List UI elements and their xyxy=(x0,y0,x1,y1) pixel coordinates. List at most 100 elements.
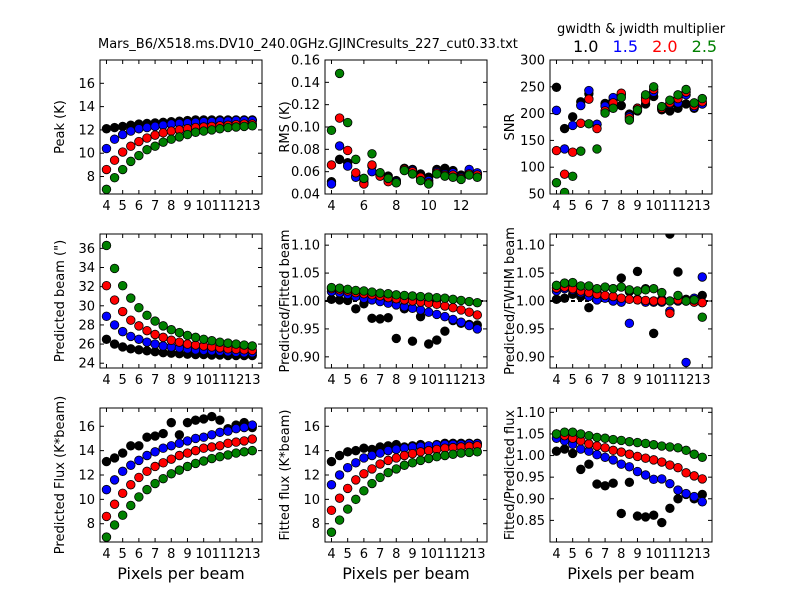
chart-panel-9: 4 5 6 7 8 9 10 11 12 13 0.85 0.90 0.95 1.00 1.05 1.10Fi… xyxy=(503,406,713,583)
data-point xyxy=(150,431,160,441)
data-point xyxy=(472,447,482,457)
data-point xyxy=(624,462,635,472)
data-point xyxy=(648,474,659,485)
data-point xyxy=(576,100,586,111)
data-point xyxy=(207,411,217,422)
data-point xyxy=(608,478,618,488)
data-point xyxy=(432,309,442,320)
figure-title: Mars_B6/X518.ms.DV10_240.0GHz.GJINCresul… xyxy=(98,37,518,52)
data-point xyxy=(673,267,683,277)
y-tick-label: 50 xyxy=(528,188,545,203)
x-tick-label: 13 xyxy=(694,373,711,388)
data-point xyxy=(640,438,651,449)
data-point xyxy=(101,532,112,542)
data-point xyxy=(432,169,442,179)
x-tick-label: 12 xyxy=(678,547,695,562)
y-tick-label: 16 xyxy=(303,420,320,435)
data-point xyxy=(697,474,707,484)
y-tick-label: 0.95 xyxy=(516,322,545,337)
x-tick-label: 7 xyxy=(376,547,384,562)
data-point xyxy=(101,143,112,154)
y-tick-label: 8 xyxy=(87,170,95,185)
x-tick-label: 5 xyxy=(119,373,127,388)
data-point xyxy=(239,121,249,132)
data-point xyxy=(567,120,578,131)
y-tick-label: 300 xyxy=(520,54,545,69)
data-point xyxy=(689,491,699,502)
data-point xyxy=(665,478,675,489)
data-point xyxy=(624,285,635,295)
x-tick-label: 7 xyxy=(151,373,159,388)
data-point xyxy=(415,447,426,457)
data-point xyxy=(640,285,651,295)
data-point xyxy=(117,448,128,458)
data-point xyxy=(551,105,562,116)
data-point xyxy=(391,290,401,300)
y-tick-label: 12 xyxy=(78,123,95,138)
x-tick-label: 6 xyxy=(360,199,368,214)
x-tick-label: 6 xyxy=(135,373,143,388)
data-point xyxy=(150,339,160,349)
data-point xyxy=(134,136,144,147)
x-tick-label: 11 xyxy=(662,547,679,562)
y-tick-label: 0.12 xyxy=(291,98,320,113)
data-point xyxy=(423,307,434,317)
data-point xyxy=(117,129,128,140)
data-point xyxy=(608,434,618,445)
data-point xyxy=(126,156,136,167)
data-point xyxy=(215,337,225,347)
data-point xyxy=(126,441,136,451)
data-point xyxy=(174,438,185,449)
x-tick-label: 13 xyxy=(469,373,486,388)
data-point xyxy=(158,458,168,468)
x-axis-label: Pixels per beam xyxy=(117,564,244,583)
axes-frame xyxy=(549,407,713,543)
data-point xyxy=(126,344,136,354)
x-tick-label: 6 xyxy=(585,199,593,214)
data-point xyxy=(632,266,643,277)
data-point xyxy=(359,453,369,463)
y-tick-label: 34 xyxy=(78,261,95,276)
data-point xyxy=(142,450,152,461)
y-tick-label: 28 xyxy=(78,318,95,333)
data-point xyxy=(326,179,337,189)
x-tick-label: 5 xyxy=(119,547,127,562)
legend-entries: 1.0 1.5 2.0 2.5 xyxy=(573,37,726,56)
data-point xyxy=(166,134,176,144)
x-tick-label: 11 xyxy=(212,199,229,214)
data-point xyxy=(109,172,120,183)
legend-title: gwidth & jwidth multiplier xyxy=(557,22,726,37)
data-point xyxy=(142,325,152,336)
data-point xyxy=(342,117,353,128)
y-tick-label: 1.00 xyxy=(291,295,320,310)
y-tick-label: 0.85 xyxy=(516,514,545,529)
x-tick-label: 5 xyxy=(569,373,577,388)
data-point xyxy=(391,464,401,474)
y-tick-label: 1.05 xyxy=(516,267,545,282)
data-point xyxy=(247,420,257,430)
data-point xyxy=(375,472,385,483)
data-point xyxy=(117,121,128,132)
data-point xyxy=(559,144,570,154)
y-tick-label: 100 xyxy=(520,161,545,176)
data-point xyxy=(367,450,377,461)
data-points xyxy=(326,282,482,349)
chart-panel-2: 4 6 8 10 12 0.04 0.06 0.08 0.10 0.12 0.14 0.16 RMS (… xyxy=(278,54,488,214)
data-point xyxy=(383,467,393,478)
data-point xyxy=(464,170,474,180)
data-point xyxy=(592,449,602,460)
data-point xyxy=(182,448,193,458)
data-point xyxy=(126,315,136,325)
data-point xyxy=(150,478,160,489)
data-point xyxy=(399,450,410,461)
x-tick-label: 11 xyxy=(437,373,454,388)
x-tick-label: 8 xyxy=(392,373,400,388)
data-point xyxy=(472,310,482,320)
data-point xyxy=(126,126,136,136)
data-point xyxy=(600,433,610,443)
data-point xyxy=(375,168,385,178)
y-tick-label: 12 xyxy=(303,469,320,484)
data-point xyxy=(648,455,659,465)
